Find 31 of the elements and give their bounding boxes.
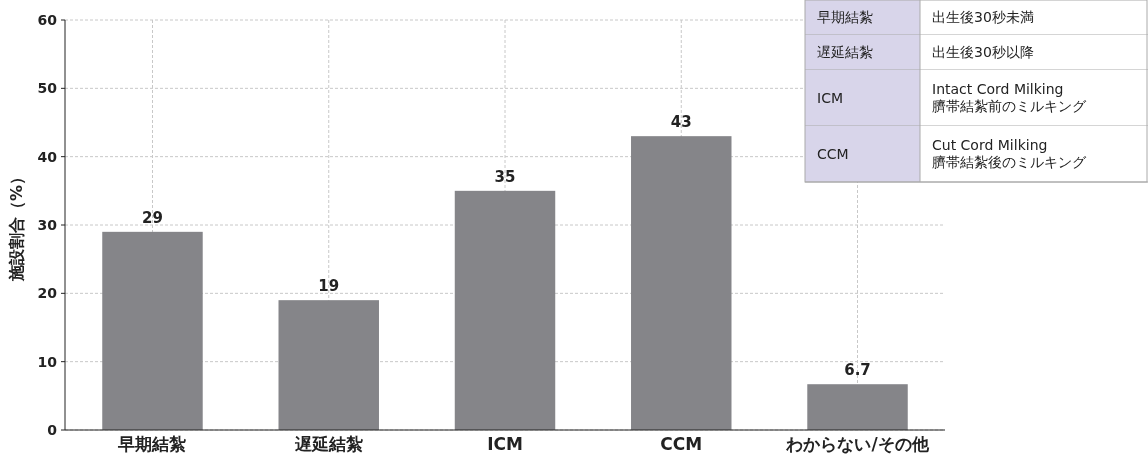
x-tick-label: 遅延結紮 bbox=[293, 434, 363, 454]
x-tick-label: わからない/その他 bbox=[785, 434, 930, 454]
y-tick-label: 40 bbox=[37, 148, 58, 165]
data-label: 43 bbox=[670, 113, 692, 132]
data-label: 29 bbox=[142, 208, 163, 227]
annotation: Cut Cord Milking 臍帯結紮後のミルキング bbox=[932, 137, 1087, 171]
annotation: 出生後30秒未満 bbox=[932, 9, 1034, 26]
data-label: 35 bbox=[494, 167, 516, 186]
x-tick-label: ICM bbox=[487, 434, 523, 454]
x-tick-label: CCM bbox=[660, 434, 703, 454]
annotation: 早期結紮 bbox=[817, 9, 873, 26]
data-label: 6.7 bbox=[844, 361, 871, 380]
y-tick-label: 50 bbox=[37, 80, 58, 97]
bar bbox=[454, 190, 556, 430]
bar bbox=[807, 384, 908, 430]
annotation: ICM bbox=[817, 89, 843, 106]
y-tick-label: 20 bbox=[37, 285, 58, 302]
data-label: 19 bbox=[318, 277, 340, 296]
bar bbox=[102, 231, 203, 430]
y-tick-label: 0 bbox=[47, 421, 58, 438]
x-tick-label: 早期結紮 bbox=[117, 434, 187, 454]
y-axis-title: 施設割合（%） bbox=[7, 168, 26, 283]
bar bbox=[631, 136, 732, 430]
y-tick-label: 60 bbox=[37, 11, 58, 28]
annotation: 遅延結紮 bbox=[817, 44, 873, 61]
annotation: 出生後30秒以降 bbox=[932, 44, 1034, 61]
annotation: CCM bbox=[817, 145, 849, 162]
annotation: Intact Cord Milking 臍帯結紮前のミルキング bbox=[932, 81, 1087, 115]
bar bbox=[278, 300, 379, 430]
y-tick-label: 10 bbox=[37, 353, 58, 370]
y-tick-label: 30 bbox=[37, 216, 58, 233]
